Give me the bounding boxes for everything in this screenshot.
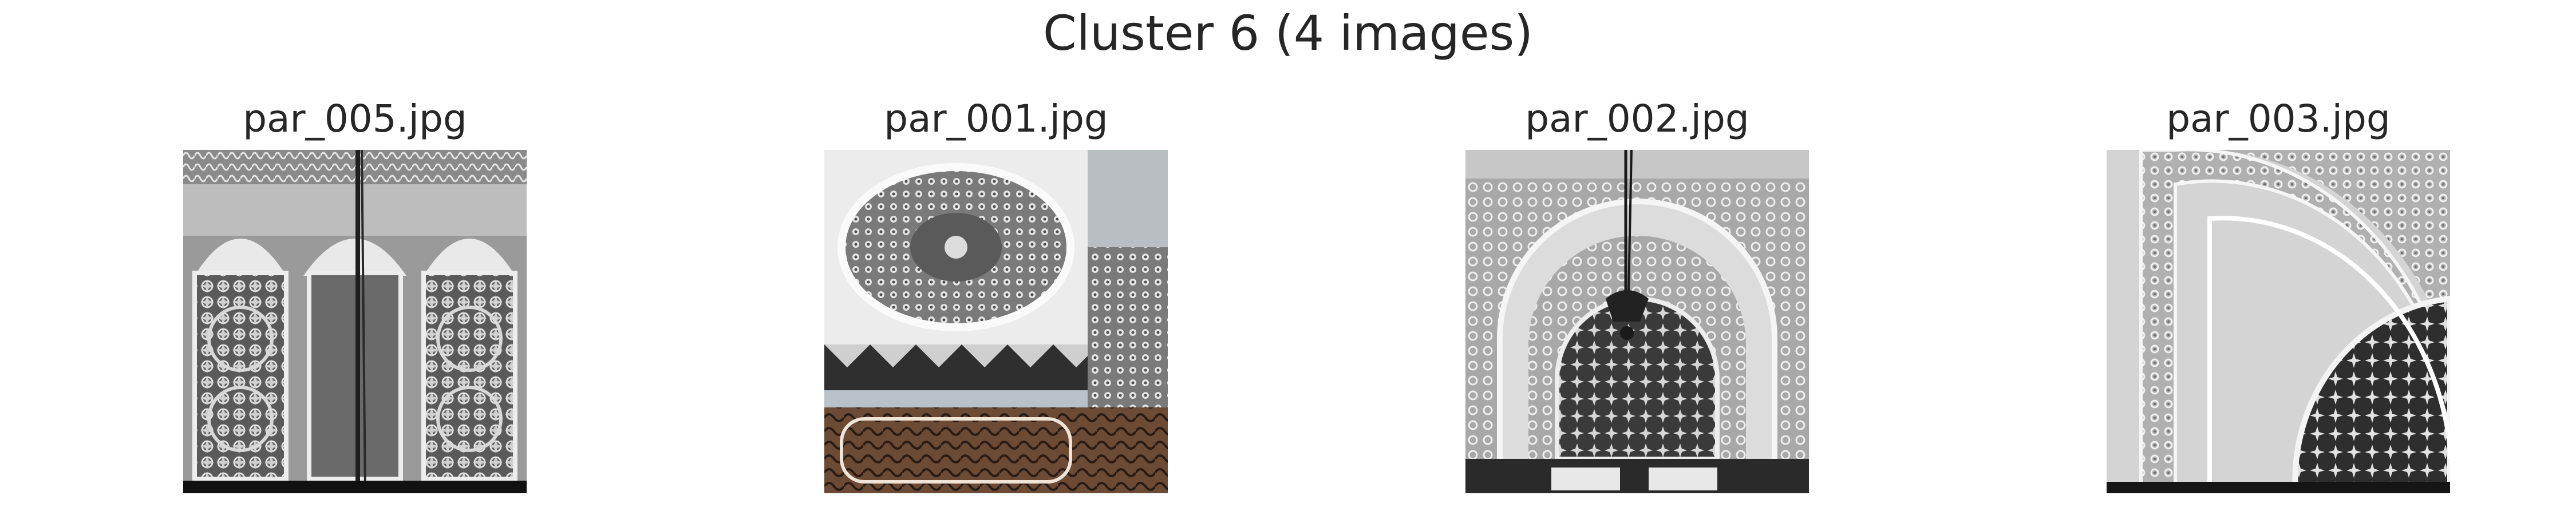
image-panel-3: par_002.jpg xyxy=(1465,96,1809,493)
image-filename-4: par_003.jpg xyxy=(2166,97,2391,141)
image-panel-2: par_001.jpg xyxy=(824,96,1168,493)
image-thumbnail-1 xyxy=(183,150,527,493)
figure-title: Cluster 6 (4 images) xyxy=(1042,5,1534,61)
image-panel-1: par_005.jpg xyxy=(183,96,527,493)
image-filename-2: par_001.jpg xyxy=(884,97,1108,141)
image-panel-4: par_003.jpg xyxy=(2107,96,2450,493)
image-filename-1: par_005.jpg xyxy=(243,97,467,141)
image-filename-3: par_002.jpg xyxy=(1525,97,1749,141)
image-thumbnail-4 xyxy=(2107,150,2450,493)
image-thumbnail-2 xyxy=(824,150,1168,493)
image-thumbnail-3 xyxy=(1465,150,1809,493)
